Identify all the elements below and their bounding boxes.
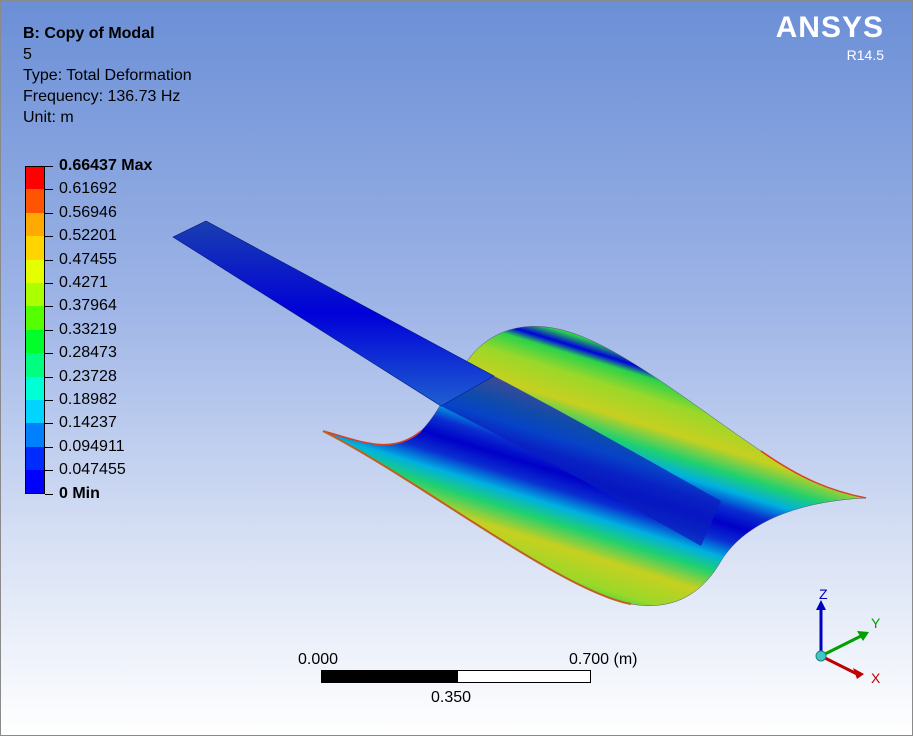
legend-tick bbox=[45, 166, 53, 167]
legend-label: 0.28473 bbox=[59, 344, 117, 362]
legend-tick bbox=[45, 306, 53, 308]
legend-label: 0.52201 bbox=[59, 227, 117, 245]
legend-tick bbox=[45, 376, 53, 378]
legend-label: 0.66437 Max bbox=[59, 157, 153, 174]
beam-arm[interactable] bbox=[172, 220, 495, 407]
result-info-panel: B: Copy of Modal 5 Type: Total Deformati… bbox=[23, 23, 192, 128]
legend-swatch bbox=[25, 470, 45, 494]
result-frequency: Frequency: 136.73 Hz bbox=[23, 88, 181, 105]
legend-tick bbox=[45, 236, 53, 238]
legend-swatch bbox=[25, 259, 45, 283]
legend-tick bbox=[45, 493, 53, 495]
ansys-logo: ANSYS R14.5 bbox=[776, 11, 884, 63]
legend-tick bbox=[45, 189, 53, 191]
plate-edge-bottom bbox=[322, 430, 632, 605]
triad-origin[interactable] bbox=[815, 650, 827, 662]
legend-swatch bbox=[25, 166, 45, 190]
legend-tick bbox=[45, 212, 53, 214]
plate-center-band bbox=[441, 376, 721, 546]
legend-swatch bbox=[25, 329, 45, 354]
logo-brand: ANSYS bbox=[775, 11, 884, 44]
legend-tick bbox=[45, 259, 53, 261]
legend-tick bbox=[45, 423, 53, 425]
result-unit: Unit: m bbox=[23, 109, 74, 126]
scale-bar-black bbox=[321, 670, 457, 683]
legend-swatch bbox=[25, 236, 45, 260]
coordinate-triad[interactable]: Z Y X bbox=[791, 586, 891, 696]
legend-swatch bbox=[25, 189, 45, 213]
legend-tick bbox=[45, 470, 53, 472]
legend-swatch bbox=[25, 212, 45, 237]
legend-label: 0.4271 bbox=[59, 274, 108, 291]
legend-label: 0.47455 bbox=[59, 250, 117, 268]
legend-label: 0.047455 bbox=[59, 461, 126, 479]
mode-number: 5 bbox=[23, 46, 32, 63]
legend-tick bbox=[45, 329, 53, 331]
legend-label: 0.61692 bbox=[59, 180, 117, 198]
legend-label: 0.33219 bbox=[59, 320, 117, 338]
legend-swatch bbox=[25, 423, 45, 447]
legend-tick bbox=[45, 446, 53, 448]
legend-swatch bbox=[25, 376, 45, 400]
scale-bar-white bbox=[457, 670, 591, 683]
plate-edge-right bbox=[760, 450, 867, 499]
legend-label: 0.094911 bbox=[59, 437, 125, 455]
legend-tick bbox=[45, 283, 53, 284]
triad-z-axis[interactable]: Z bbox=[816, 586, 828, 656]
plate-edge-left bbox=[322, 430, 422, 446]
legend-swatch bbox=[25, 306, 45, 330]
scale-mid-label: 0.350 bbox=[431, 689, 472, 706]
legend-label: 0.37964 bbox=[59, 297, 117, 315]
legend-swatch bbox=[25, 446, 45, 471]
scale-left-label: 0.000 bbox=[298, 651, 339, 668]
legend-swatch bbox=[25, 353, 45, 377]
triad-x-label: X bbox=[871, 670, 881, 686]
legend-label: 0.18982 bbox=[59, 391, 117, 408]
legend-label: 0.56946 bbox=[59, 203, 117, 221]
legend-label: 0.23728 bbox=[59, 367, 117, 385]
triad-z-label: Z bbox=[819, 586, 828, 602]
logo-version: R14.5 bbox=[846, 47, 884, 63]
legend-label: 0 Min bbox=[59, 484, 100, 502]
result-type: Type: Total Deformation bbox=[23, 67, 192, 84]
legend-label: 0.14237 bbox=[59, 414, 117, 432]
legend-swatch bbox=[25, 283, 45, 307]
legend-tick bbox=[45, 400, 53, 401]
legend-tick bbox=[45, 353, 53, 355]
triad-y-axis[interactable]: Y bbox=[820, 615, 881, 658]
triad-x-axis[interactable]: X bbox=[820, 654, 881, 686]
scale-right-label: 0.700 (m) bbox=[569, 651, 638, 668]
triad-y-label: Y bbox=[871, 615, 881, 631]
legend-swatch bbox=[25, 400, 45, 424]
analysis-title: B: Copy of Modal bbox=[23, 25, 155, 42]
